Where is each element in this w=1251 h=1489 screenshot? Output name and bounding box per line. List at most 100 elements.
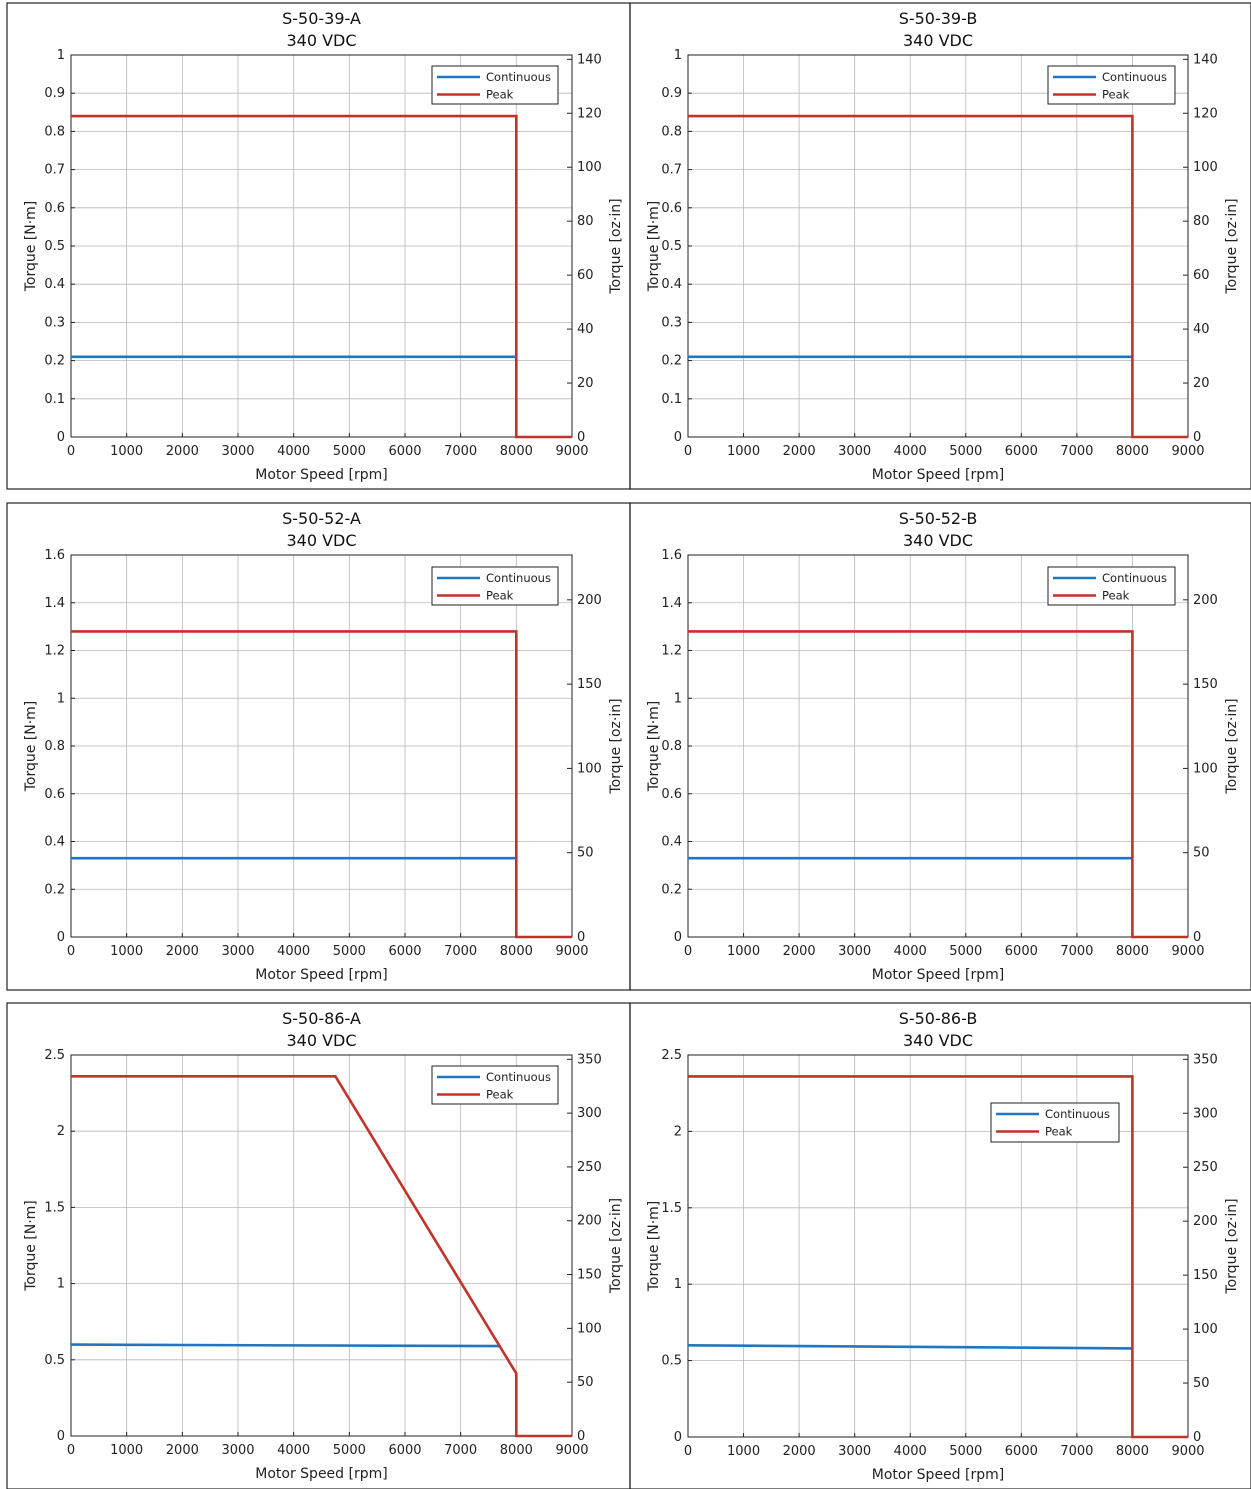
legend: Continuous Peak	[431, 566, 559, 606]
chart-title: S-50-86-B	[899, 1009, 978, 1028]
x-tick-label: 1000	[727, 444, 760, 459]
x-tick-label: 0	[67, 1443, 75, 1458]
legend-label-continuous: Continuous	[1102, 571, 1167, 585]
y2-tick-label: 100	[577, 1321, 602, 1336]
x-tick-label: 7000	[1060, 944, 1093, 959]
y-tick-label: 0.6	[44, 201, 65, 216]
x-tick-label: 0	[67, 944, 75, 959]
x-tick-label: 2000	[166, 444, 199, 459]
x-tick-label: 5000	[333, 944, 366, 959]
x-tick-label: 7000	[1060, 1444, 1093, 1459]
x-tick-label: 3000	[221, 1443, 254, 1458]
y2-tick-label: 80	[577, 214, 594, 229]
y-tick-label: 1.5	[44, 1200, 65, 1215]
x-tick-label: 3000	[221, 944, 254, 959]
y2-axis-label: Torque [oz·in]	[608, 1198, 624, 1294]
y-tick-label: 2.5	[44, 1048, 65, 1063]
y-axis-label: Torque [N·m]	[23, 201, 39, 293]
y2-tick-label: 20	[1193, 376, 1210, 391]
y2-tick-label: 250	[1193, 1160, 1218, 1175]
x-tick-label: 6000	[1005, 444, 1038, 459]
y2-tick-label: 50	[1193, 846, 1210, 861]
x-tick-label: 1000	[110, 444, 143, 459]
x-tick-label: 0	[684, 1444, 692, 1459]
y-tick-label: 0.6	[661, 787, 682, 802]
y-axis-label: Torque [N·m]	[23, 1200, 39, 1292]
chart-title: S-50-52-B	[899, 509, 978, 528]
legend-label-peak: Peak	[1045, 1125, 1073, 1139]
y2-tick-label: 300	[1193, 1106, 1218, 1121]
x-tick-label: 5000	[949, 944, 982, 959]
y-tick-label: 0.4	[661, 277, 682, 292]
x-tick-label: 4000	[277, 1443, 310, 1458]
legend-label-peak: Peak	[486, 589, 514, 603]
y2-tick-label: 120	[1193, 106, 1218, 121]
x-tick-label: 4000	[277, 444, 310, 459]
y2-tick-label: 150	[577, 677, 602, 692]
legend-label-peak: Peak	[486, 88, 514, 102]
y2-tick-label: 350	[577, 1052, 602, 1067]
y2-tick-label: 0	[1193, 430, 1201, 445]
x-tick-label: 8000	[1116, 1444, 1149, 1459]
x-tick-label: 6000	[388, 944, 421, 959]
y-tick-label: 0.7	[44, 163, 65, 178]
legend: Continuous Peak	[1047, 566, 1176, 606]
x-axis-label: Motor Speed [rpm]	[872, 1467, 1004, 1483]
chart-subtitle: 340 VDC	[903, 531, 973, 550]
y-tick-label: 0	[57, 930, 65, 945]
x-tick-label: 5000	[949, 444, 982, 459]
y2-tick-label: 60	[577, 268, 594, 283]
y-tick-label: 0.2	[44, 354, 65, 369]
y-tick-label: 1	[674, 48, 682, 63]
y-tick-label: 1.5	[661, 1201, 682, 1216]
x-tick-label: 8000	[1116, 444, 1149, 459]
x-tick-label: 6000	[1005, 1444, 1038, 1459]
x-tick-label: 1000	[727, 1444, 760, 1459]
x-tick-label: 3000	[838, 944, 871, 959]
y-tick-label: 0	[674, 1430, 682, 1445]
x-tick-label: 4000	[894, 944, 927, 959]
series-line-peak	[688, 114, 1188, 439]
x-tick-label: 9000	[1171, 944, 1204, 959]
y-tick-label: 0.5	[661, 239, 682, 254]
y-tick-label: 1	[57, 48, 65, 63]
grid-lines	[70, 54, 573, 438]
y2-tick-label: 200	[1193, 1214, 1218, 1229]
chart-subtitle: 340 VDC	[286, 531, 356, 550]
y2-tick-label: 50	[1193, 1376, 1210, 1391]
y2-tick-label: 50	[577, 846, 594, 861]
y2-tick-label: 200	[1193, 593, 1218, 608]
legend-box	[431, 1065, 559, 1105]
y-tick-label: 0	[674, 430, 682, 445]
chart-title: S-50-39-B	[899, 9, 978, 28]
y-tick-label: 0.9	[44, 86, 65, 101]
series-line-continuous	[70, 1343, 500, 1348]
y2-tick-label: 20	[577, 376, 594, 391]
x-tick-label: 5000	[949, 1444, 982, 1459]
y-tick-label: 0.2	[661, 882, 682, 897]
grid-lines	[70, 554, 573, 938]
y2-tick-label: 0	[1193, 930, 1201, 945]
legend-box	[1047, 65, 1176, 105]
chart-subtitle: 340 VDC	[903, 1031, 973, 1050]
grid-lines	[687, 54, 1189, 438]
y2-tick-label: 0	[577, 430, 585, 445]
x-tick-label: 6000	[1005, 944, 1038, 959]
y-tick-label: 0.8	[661, 124, 682, 139]
series-line-peak	[688, 1075, 1188, 1439]
y-tick-label: 1.6	[44, 548, 65, 563]
y-tick-label: 0.5	[44, 239, 65, 254]
y2-tick-label: 40	[1193, 322, 1210, 337]
y2-tick-label: 350	[1193, 1052, 1218, 1067]
y2-tick-label: 40	[577, 322, 594, 337]
x-tick-label: 7000	[1060, 444, 1093, 459]
legend-label-continuous: Continuous	[1045, 1107, 1110, 1121]
y-tick-label: 0.1	[661, 392, 682, 407]
legend: Continuous Peak	[990, 1102, 1120, 1143]
y2-tick-label: 100	[1193, 761, 1218, 776]
grid-lines	[687, 554, 1189, 938]
x-axis-label: Motor Speed [rpm]	[255, 467, 387, 483]
x-tick-label: 9000	[555, 444, 588, 459]
x-tick-label: 2000	[783, 444, 816, 459]
